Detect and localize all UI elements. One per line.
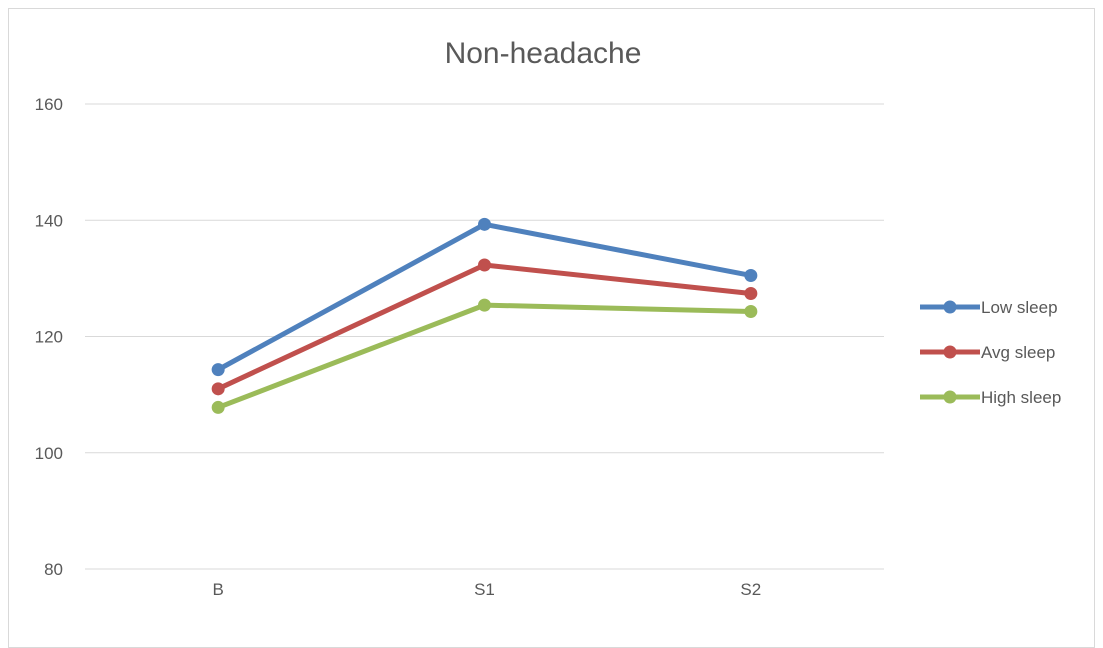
data-point xyxy=(744,305,758,319)
x-tick-label: S2 xyxy=(740,580,761,599)
line-chart: Non-headache 80 100 120 140 160 B S1 S2 Low sl… xyxy=(35,37,1062,599)
legend-label: Avg sleep xyxy=(981,343,1055,362)
legend-marker xyxy=(943,345,957,359)
y-tick-label: 120 xyxy=(35,328,63,347)
y-tick-label: 160 xyxy=(35,95,63,114)
legend: Low sleep Avg sleep High sleep xyxy=(920,298,1061,407)
y-axis-ticks: 80 100 120 140 160 xyxy=(35,95,63,579)
data-point xyxy=(211,400,225,414)
x-axis-ticks: B S1 S2 xyxy=(212,580,761,599)
x-tick-label: B xyxy=(212,580,223,599)
y-tick-label: 140 xyxy=(35,211,63,230)
data-point xyxy=(211,382,225,396)
chart-frame xyxy=(8,8,1095,648)
data-point xyxy=(478,298,491,312)
x-tick-label: S1 xyxy=(474,580,495,599)
chart-title: Non-headache xyxy=(445,37,642,70)
y-tick-label: 80 xyxy=(44,560,63,579)
series-line xyxy=(215,221,754,373)
legend-label: High sleep xyxy=(981,388,1061,407)
gridlines xyxy=(85,103,884,570)
series-line xyxy=(215,302,754,410)
data-point xyxy=(478,217,491,231)
data-point xyxy=(211,363,225,377)
legend-marker xyxy=(943,300,957,314)
legend-label: Low sleep xyxy=(981,298,1058,317)
legend-marker xyxy=(943,390,957,404)
series-group xyxy=(211,217,758,414)
data-point xyxy=(744,286,758,300)
data-point xyxy=(744,268,758,282)
y-tick-label: 100 xyxy=(35,444,63,463)
data-point xyxy=(478,258,491,272)
